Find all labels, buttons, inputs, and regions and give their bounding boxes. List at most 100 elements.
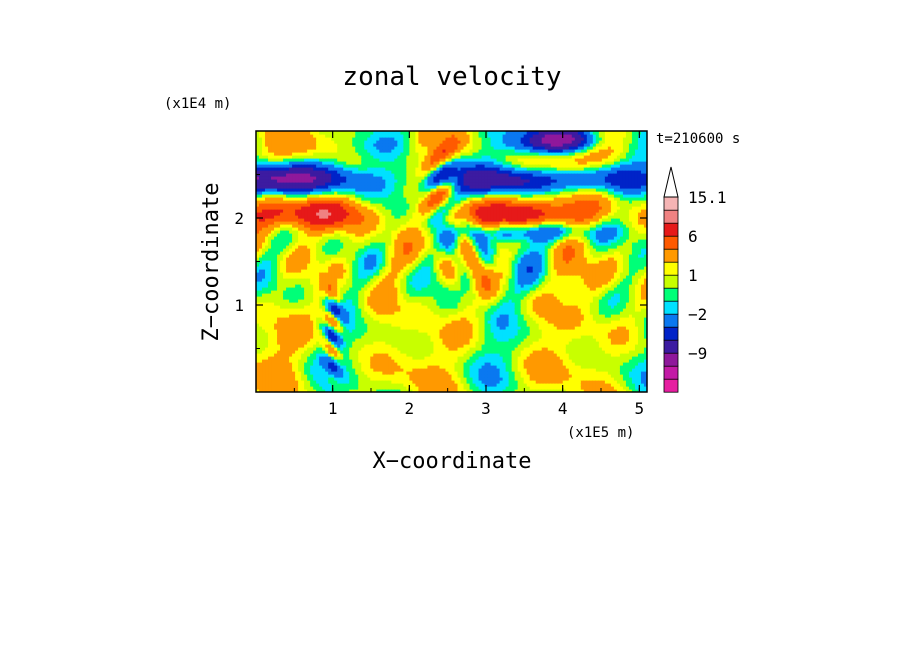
heatmap-cell (352, 221, 356, 225)
heatmap-cell (280, 152, 284, 156)
heatmap-cell (328, 224, 332, 228)
heatmap-cell (319, 170, 323, 174)
heatmap-cell (310, 383, 314, 387)
heatmap-cell (274, 215, 278, 219)
heatmap-cell (274, 296, 278, 300)
heatmap-cell (346, 131, 350, 135)
heatmap-cell (292, 353, 296, 357)
heatmap-cell (268, 173, 272, 177)
heatmap-cell (274, 140, 278, 144)
heatmap-cell (349, 131, 353, 135)
heatmap-cell (331, 188, 335, 192)
heatmap-cell (274, 191, 278, 195)
heatmap-cell (331, 245, 335, 249)
heatmap-cell (340, 221, 344, 225)
heatmap-cell (280, 134, 284, 138)
heatmap-cell (349, 323, 353, 327)
heatmap-cell (316, 227, 320, 231)
heatmap-cell (340, 230, 344, 234)
heatmap-cell (355, 260, 359, 264)
heatmap-cell (358, 131, 362, 135)
heatmap-cell (334, 323, 338, 327)
heatmap-cell (289, 203, 293, 207)
heatmap-cell (325, 338, 329, 342)
heatmap-cell (307, 353, 311, 357)
heatmap-cell (328, 359, 332, 363)
heatmap-cell (367, 335, 371, 339)
heatmap-cell (328, 167, 332, 171)
heatmap-cell (259, 233, 263, 237)
heatmap-cell (292, 209, 296, 213)
heatmap-cell (346, 341, 350, 345)
heatmap-cell (259, 203, 263, 207)
heatmap-cell (328, 218, 332, 222)
heatmap-cell (268, 176, 272, 180)
heatmap-cell (367, 308, 371, 312)
heatmap-cell (319, 218, 323, 222)
heatmap-cell (316, 185, 320, 189)
heatmap-cell (265, 218, 269, 222)
heatmap-cell (283, 215, 287, 219)
heatmap-cell (322, 323, 326, 327)
heatmap-cell (319, 239, 323, 243)
heatmap-cell (322, 356, 326, 360)
heatmap-cell (307, 263, 311, 267)
heatmap-cell (346, 221, 350, 225)
heatmap-cell (334, 140, 338, 144)
heatmap-cell (364, 350, 368, 354)
heatmap-cell (319, 212, 323, 216)
heatmap-cell (280, 188, 284, 192)
heatmap-cell (367, 239, 371, 243)
heatmap-cell (304, 332, 308, 336)
heatmap-cell (277, 266, 281, 270)
heatmap-cell (292, 383, 296, 387)
heatmap-cell (262, 206, 266, 210)
heatmap-cell (322, 380, 326, 384)
heatmap-cell (310, 206, 314, 210)
heatmap-cell (352, 317, 356, 321)
heatmap-cell (295, 236, 299, 240)
heatmap-cell (352, 194, 356, 198)
heatmap-cell (361, 209, 365, 213)
heatmap-cell (364, 131, 368, 135)
heatmap-cell (319, 164, 323, 168)
heatmap-cell (328, 350, 332, 354)
heatmap-cell (286, 380, 290, 384)
heatmap-cell (331, 350, 335, 354)
heatmap-cell (265, 227, 269, 231)
heatmap-cell (274, 206, 278, 210)
heatmap-cell (292, 296, 296, 300)
heatmap-cell (286, 191, 290, 195)
heatmap-cell (283, 347, 287, 351)
heatmap-cell (313, 371, 317, 375)
heatmap-cell (349, 380, 353, 384)
heatmap-cell (265, 278, 269, 282)
heatmap-cell (361, 335, 365, 339)
heatmap-cell (334, 302, 338, 306)
heatmap-cell (331, 227, 335, 231)
heatmap-cell (313, 377, 317, 381)
heatmap-cell (325, 176, 329, 180)
heatmap-cell (256, 374, 260, 378)
heatmap-cell (313, 227, 317, 231)
heatmap-cell (289, 170, 293, 174)
heatmap-cell (256, 137, 260, 141)
heatmap-cell (256, 131, 260, 135)
heatmap-cell (328, 149, 332, 153)
heatmap-cell (268, 332, 272, 336)
heatmap-cell (331, 164, 335, 168)
heatmap-cell (256, 254, 260, 258)
heatmap-cell (313, 293, 317, 297)
heatmap-cell (364, 275, 368, 279)
heatmap-cell (274, 251, 278, 255)
heatmap-cell (313, 311, 317, 315)
heatmap-cell (376, 302, 380, 306)
heatmap-cell (301, 278, 305, 282)
heatmap-cell (373, 377, 377, 381)
heatmap-cell (280, 149, 284, 153)
heatmap-cell (283, 365, 287, 369)
heatmap-cell (355, 272, 359, 276)
heatmap-cell (376, 293, 380, 297)
heatmap-cell (283, 227, 287, 231)
heatmap-cell (271, 353, 275, 357)
